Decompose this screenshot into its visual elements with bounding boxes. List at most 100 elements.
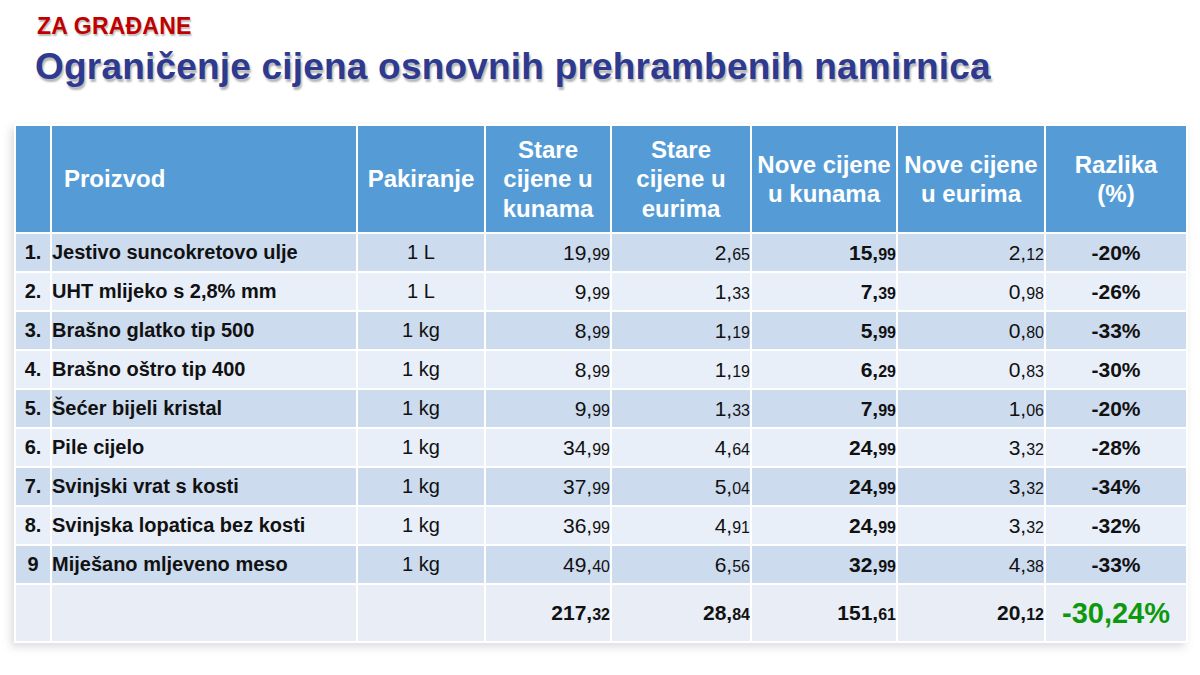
- table-header: ProizvodPakiranjeStare cijene u kunamaSt…: [15, 125, 1187, 233]
- price-integer: 9,: [575, 397, 593, 420]
- cell-packaging: 1 kg: [357, 467, 485, 506]
- cell-old-price-eur: 4,64: [611, 428, 751, 467]
- cell-total-new-eur: 20,12: [897, 584, 1045, 642]
- price-integer: 151,: [837, 601, 878, 624]
- cell-old-price-eur: 1,33: [611, 272, 751, 311]
- price-integer: 3,: [1009, 514, 1027, 537]
- cell-old-price-kn: 9,99: [485, 272, 611, 311]
- price-table: ProizvodPakiranjeStare cijene u kunamaSt…: [14, 124, 1188, 643]
- price-decimals: 12: [1026, 606, 1044, 623]
- cell-packaging: 1 kg: [357, 506, 485, 545]
- cell-new-price-eur: 4,38: [897, 545, 1045, 584]
- cell-packaging: 1 kg: [357, 311, 485, 350]
- cell-new-price-eur: 2,12: [897, 233, 1045, 272]
- price-decimals: 19: [732, 324, 750, 341]
- cell-new-price-kn: 5,99: [751, 311, 897, 350]
- cell-empty: [51, 584, 357, 642]
- price-integer: 0,: [1009, 319, 1027, 342]
- cell-old-price-kn: 34,99: [485, 428, 611, 467]
- price-decimals: 61: [878, 606, 896, 623]
- price-integer: 24,: [849, 436, 878, 459]
- column-header-old_kn: Stare cijene u kunama: [485, 125, 611, 233]
- cell-row-number: 3.: [15, 311, 51, 350]
- cell-old-price-kn: 19,99: [485, 233, 611, 272]
- cell-new-price-eur: 0,98: [897, 272, 1045, 311]
- price-integer: 217,: [551, 601, 592, 624]
- price-integer: 1,: [715, 397, 733, 420]
- price-integer: 8,: [575, 319, 593, 342]
- slide: ZA GRAĐANE Ograničenje cijena osnovnih p…: [0, 0, 1200, 675]
- price-decimals: 32: [1026, 480, 1044, 497]
- cell-packaging: 1 kg: [357, 428, 485, 467]
- price-decimals: 99: [592, 402, 610, 419]
- price-decimals: 29: [878, 363, 896, 380]
- cell-product: Pile cijelo: [51, 428, 357, 467]
- cell-total-new-kn: 151,61: [751, 584, 897, 642]
- price-integer: 4,: [715, 436, 733, 459]
- column-header-new_kn: Nove cijene u kunama: [751, 125, 897, 233]
- page-title: Ograničenje cijena osnovnih prehrambenih…: [35, 46, 991, 88]
- price-decimals: 99: [592, 285, 610, 302]
- cell-row-number: 9: [15, 545, 51, 584]
- price-decimals: 40: [592, 558, 610, 575]
- table-row: 2.UHT mlijeko s 2,8% mm1 L9,991,337,390,…: [15, 272, 1187, 311]
- cell-difference: -20%: [1045, 233, 1187, 272]
- price-integer: 7,: [861, 397, 879, 420]
- cell-row-number: 6.: [15, 428, 51, 467]
- price-decimals: 99: [592, 441, 610, 458]
- column-header-product: Proizvod: [51, 125, 357, 233]
- column-header-diff: Razlika (%): [1045, 125, 1187, 233]
- cell-difference: -28%: [1045, 428, 1187, 467]
- price-integer: 32,: [849, 553, 878, 576]
- cell-new-price-eur: 3,32: [897, 467, 1045, 506]
- price-decimals: 99: [878, 480, 896, 497]
- table-body: 1.Jestivo suncokretovo ulje1 L19,992,651…: [15, 233, 1187, 642]
- price-decimals: 32: [1026, 441, 1044, 458]
- price-integer: 3,: [1009, 436, 1027, 459]
- price-decimals: 99: [592, 363, 610, 380]
- table-row: 4.Brašno oštro tip 4001 kg8,991,196,290,…: [15, 350, 1187, 389]
- total-row: 217,3228,84151,6120,12-30,24%: [15, 584, 1187, 642]
- cell-new-price-kn: 24,99: [751, 467, 897, 506]
- price-integer: 15,: [849, 241, 878, 264]
- cell-product: Svinjska lopatica bez kosti: [51, 506, 357, 545]
- table-row: 5.Šećer bijeli kristal1 kg9,991,337,991,…: [15, 389, 1187, 428]
- price-integer: 1,: [1009, 397, 1027, 420]
- header-row: ProizvodPakiranjeStare cijene u kunamaSt…: [15, 125, 1187, 233]
- price-integer: 28,: [703, 601, 732, 624]
- price-decimals: 32: [1026, 519, 1044, 536]
- price-integer: 24,: [849, 475, 878, 498]
- price-integer: 37,: [563, 475, 592, 498]
- price-integer: 5,: [861, 319, 879, 342]
- cell-new-price-kn: 24,99: [751, 506, 897, 545]
- cell-new-price-kn: 7,99: [751, 389, 897, 428]
- price-decimals: 12: [1026, 246, 1044, 263]
- cell-new-price-kn: 32,99: [751, 545, 897, 584]
- price-decimals: 99: [592, 519, 610, 536]
- price-integer: 19,: [563, 241, 592, 264]
- cell-difference: -32%: [1045, 506, 1187, 545]
- cell-row-number: 1.: [15, 233, 51, 272]
- price-decimals: 83: [1026, 363, 1044, 380]
- price-integer: 9,: [575, 280, 593, 303]
- table-row: 8.Svinjska lopatica bez kosti1 kg36,994,…: [15, 506, 1187, 545]
- price-integer: 6,: [861, 358, 879, 381]
- price-decimals: 91: [732, 519, 750, 536]
- table-row: 3.Brašno glatko tip 5001 kg8,991,195,990…: [15, 311, 1187, 350]
- cell-packaging: 1 kg: [357, 545, 485, 584]
- price-decimals: 33: [732, 285, 750, 302]
- cell-row-number: 2.: [15, 272, 51, 311]
- price-decimals: 19: [732, 363, 750, 380]
- cell-old-price-eur: 1,33: [611, 389, 751, 428]
- cell-product: Brašno glatko tip 500: [51, 311, 357, 350]
- price-decimals: 64: [732, 441, 750, 458]
- cell-new-price-eur: 0,80: [897, 311, 1045, 350]
- price-integer: 34,: [563, 436, 592, 459]
- price-decimals: 33: [732, 402, 750, 419]
- price-decimals: 80: [1026, 324, 1044, 341]
- price-decimals: 99: [592, 246, 610, 263]
- cell-row-number: 8.: [15, 506, 51, 545]
- price-decimals: 39: [878, 285, 896, 302]
- cell-new-price-kn: 24,99: [751, 428, 897, 467]
- price-integer: 3,: [1009, 475, 1027, 498]
